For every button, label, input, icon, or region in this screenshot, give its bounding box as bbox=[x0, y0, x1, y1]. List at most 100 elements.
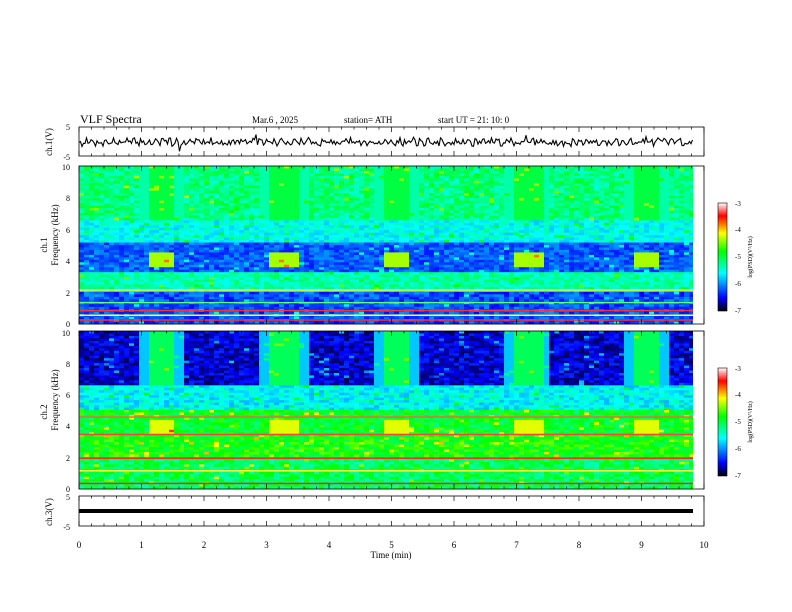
spectrogram-cell bbox=[159, 171, 164, 174]
spectrogram-cell bbox=[139, 267, 144, 270]
spectrogram-cell bbox=[164, 247, 169, 250]
spectrogram-cell bbox=[229, 223, 234, 226]
spectrogram-cell bbox=[459, 299, 464, 302]
spectrogram-cell bbox=[124, 228, 129, 231]
spectrogram-cell bbox=[214, 183, 219, 186]
spectrogram-cell bbox=[409, 230, 414, 233]
spectrogram-cell bbox=[424, 294, 429, 297]
spectrogram-cell bbox=[439, 181, 444, 184]
spectrogram-cell bbox=[114, 282, 119, 285]
spectrogram-cell bbox=[279, 201, 284, 204]
spectrogram-cell bbox=[464, 252, 469, 255]
spectrogram-cell bbox=[99, 252, 104, 255]
spectrogram-cell bbox=[189, 297, 194, 300]
spectrogram-cell bbox=[414, 277, 419, 280]
spectrogram-cell bbox=[339, 193, 344, 196]
spectrogram-cell bbox=[414, 304, 419, 307]
spectrogram-cell bbox=[109, 247, 114, 250]
spectrogram-cell bbox=[89, 233, 94, 236]
spectrogram-cell bbox=[329, 233, 334, 236]
spectrogram-cell bbox=[399, 260, 404, 263]
spectrogram-cell bbox=[349, 210, 354, 213]
spectrogram-cell bbox=[369, 223, 374, 226]
spectrogram-cell bbox=[439, 183, 444, 186]
spectrogram-cell bbox=[134, 312, 139, 315]
spectrogram-cell bbox=[264, 223, 269, 226]
spectrogram-cell bbox=[414, 188, 419, 191]
spectrogram-cell bbox=[354, 257, 359, 260]
spectrogram-cell bbox=[94, 267, 99, 270]
spectrogram-cell bbox=[209, 233, 214, 236]
spectrogram-cell bbox=[109, 228, 114, 231]
spectrogram-cell bbox=[374, 203, 379, 206]
spectrogram-cell bbox=[294, 196, 299, 199]
spectrogram-cell bbox=[119, 243, 124, 246]
spectrogram-cell bbox=[109, 250, 114, 253]
spectrogram-cell bbox=[264, 203, 269, 206]
spectrogram-cell bbox=[269, 317, 274, 320]
spectrogram-cell bbox=[284, 215, 289, 218]
spectrogram-cell bbox=[389, 213, 394, 216]
spectrogram-cell bbox=[424, 206, 429, 209]
spectrogram-cell bbox=[119, 265, 124, 268]
spectrogram-cell bbox=[159, 183, 164, 186]
spectrogram-cell bbox=[424, 272, 429, 275]
spectrogram-cell bbox=[94, 297, 99, 300]
spectrogram-cell bbox=[374, 265, 379, 268]
spectrogram-cell bbox=[439, 173, 444, 176]
spectrogram-cell bbox=[269, 208, 274, 211]
spectrogram-cell bbox=[149, 299, 154, 302]
spectrogram-cell bbox=[219, 297, 224, 300]
spectrogram-cell bbox=[229, 201, 234, 204]
spectrogram-cell bbox=[439, 304, 444, 307]
spectrogram-cell bbox=[164, 168, 169, 171]
spectrogram-cell bbox=[174, 297, 179, 300]
spectrogram-cell bbox=[409, 220, 414, 223]
spectrogram-cell bbox=[394, 280, 399, 283]
spectrogram-cell bbox=[149, 203, 154, 206]
spectrogram-cell bbox=[294, 176, 299, 179]
spectrogram-cell bbox=[289, 299, 294, 302]
spectrogram-cell bbox=[359, 191, 364, 194]
spectrogram-cell bbox=[319, 317, 324, 320]
spectrogram-cell bbox=[249, 304, 254, 307]
spectrogram-cell bbox=[219, 191, 224, 194]
spectrogram-cell bbox=[139, 260, 144, 263]
spectrogram-cell bbox=[84, 215, 89, 218]
spectrogram-cell bbox=[309, 176, 314, 179]
spectrogram-cell bbox=[129, 166, 134, 169]
spectrogram-cell bbox=[459, 267, 464, 270]
spectrogram-cell bbox=[79, 252, 84, 255]
spectrogram-cell bbox=[214, 312, 219, 315]
spectrogram-cell bbox=[349, 208, 354, 211]
spectrogram-cell bbox=[294, 299, 299, 302]
spectrogram-cell bbox=[139, 238, 144, 241]
spectrogram-cell bbox=[234, 252, 239, 255]
spectrogram-cell bbox=[409, 292, 414, 295]
spectrogram-cell bbox=[464, 292, 469, 295]
spectrogram-cell bbox=[314, 238, 319, 241]
spectrogram-cell bbox=[159, 297, 164, 300]
spectrogram-cell bbox=[249, 317, 254, 320]
spectrogram-cell bbox=[154, 317, 159, 320]
spectrogram-cell bbox=[264, 191, 269, 194]
spectrogram-cell bbox=[209, 280, 214, 283]
spectrogram-cell bbox=[289, 196, 294, 199]
spectrogram-cell bbox=[329, 255, 334, 258]
spectrogram-cell bbox=[374, 173, 379, 176]
spectrogram-cell bbox=[159, 245, 164, 248]
spectrogram-cell bbox=[104, 220, 109, 223]
spectrogram-cell bbox=[259, 203, 264, 206]
spectrogram-cell bbox=[219, 198, 224, 201]
spectrogram-cell bbox=[419, 304, 424, 307]
spectrogram-cell bbox=[209, 213, 214, 216]
spectrogram-cell bbox=[89, 240, 94, 243]
spectrogram-cell bbox=[339, 208, 344, 211]
spectrogram-cell bbox=[454, 176, 459, 179]
spectrogram-cell bbox=[214, 292, 219, 295]
spectrogram-cell bbox=[174, 299, 179, 302]
spectrogram-cell bbox=[389, 208, 394, 211]
spectrogram-cell bbox=[79, 196, 84, 199]
spectrogram-cell bbox=[434, 272, 439, 275]
spectrogram-cell bbox=[164, 285, 169, 288]
